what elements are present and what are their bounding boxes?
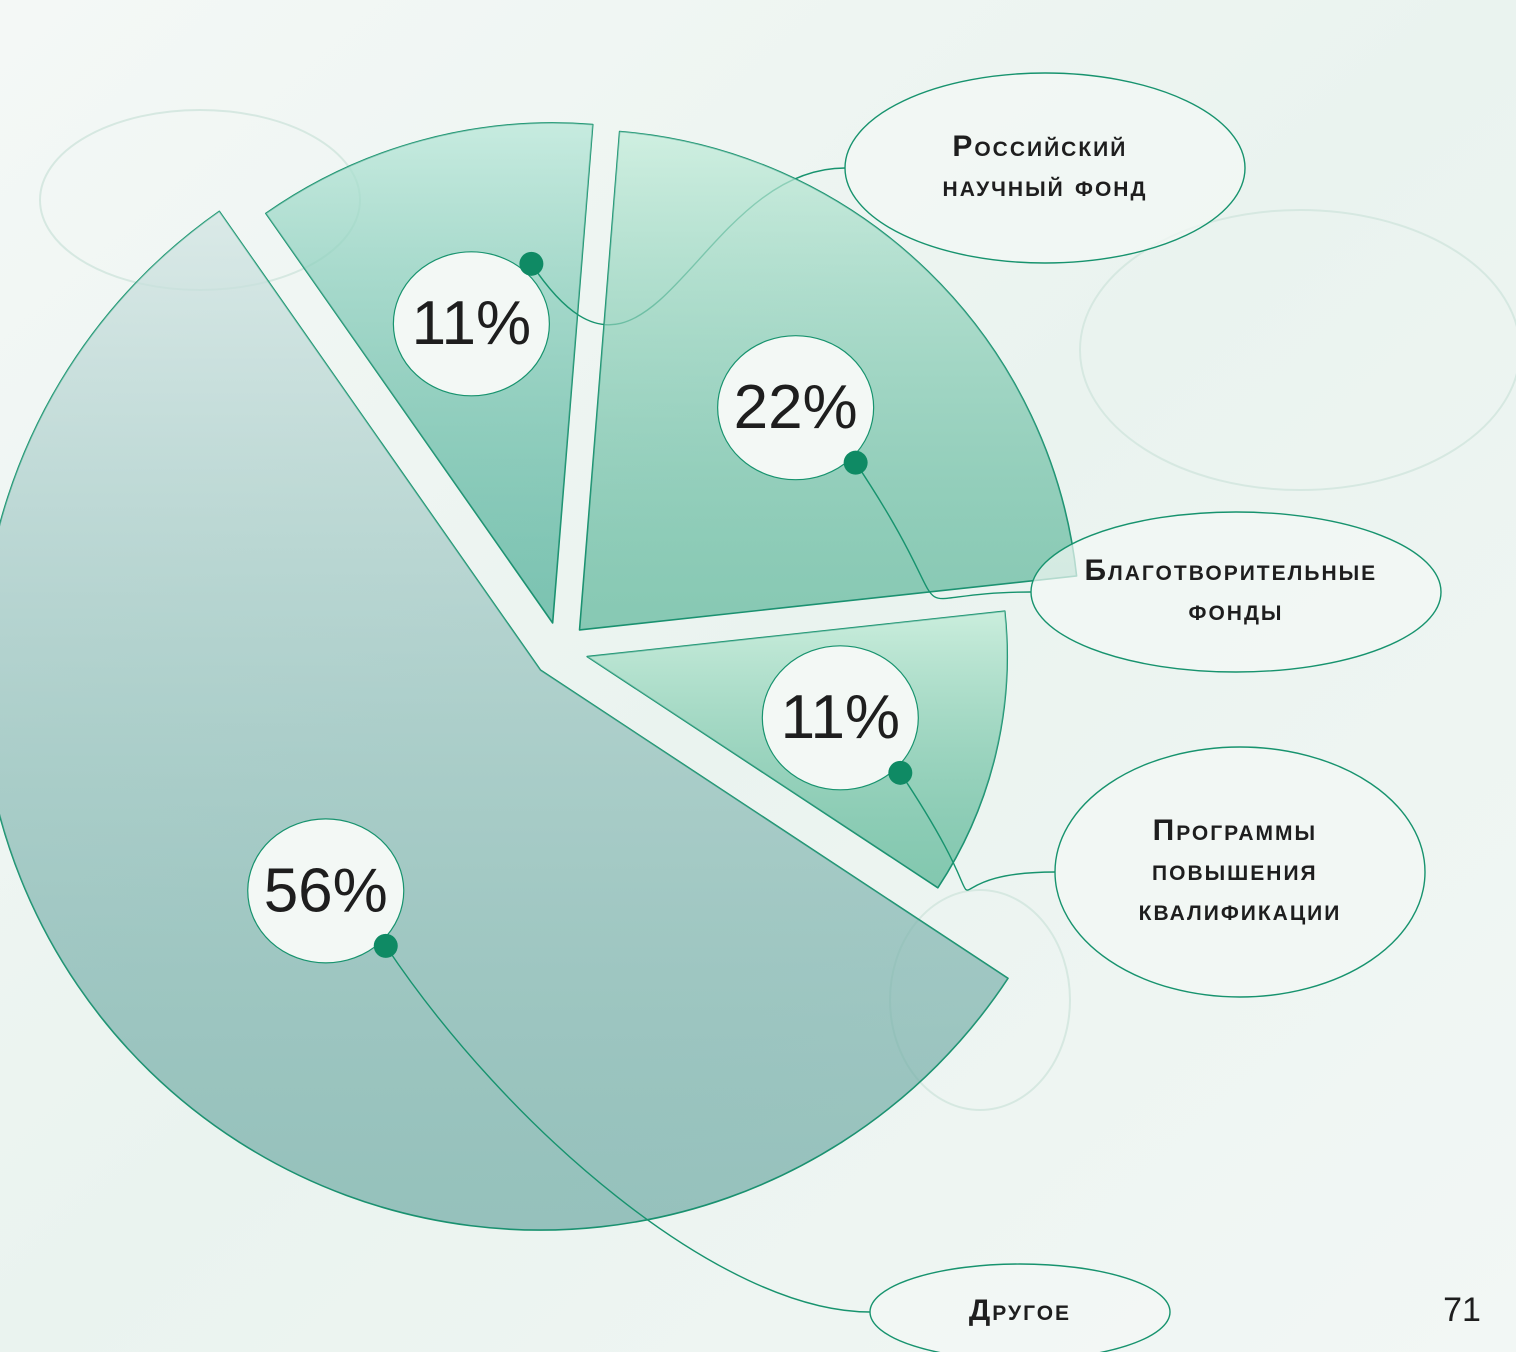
category-bubble <box>869 1263 1171 1352</box>
connector <box>385 945 871 1313</box>
value-bubble <box>717 335 875 481</box>
category-label: Российский научный фонд <box>943 130 1148 203</box>
connector <box>855 462 1032 600</box>
connector-dot <box>519 251 544 276</box>
slice-sheen <box>0 211 1008 1231</box>
value-bubble <box>761 645 919 791</box>
connector-dot <box>888 760 913 785</box>
category-bubble <box>844 72 1246 264</box>
value-label: 56% <box>264 856 388 925</box>
value-label: 22% <box>734 373 858 442</box>
value-label: 11% <box>412 289 532 358</box>
category-bubble <box>1054 746 1426 998</box>
value-label: 11% <box>781 683 901 752</box>
page-number: 71 <box>1443 1291 1481 1329</box>
value-bubble <box>392 251 550 397</box>
category-bubble <box>1030 511 1442 673</box>
connector-dot <box>373 933 398 958</box>
connector <box>899 772 1056 891</box>
category-label: Программы повышения квалификации <box>1139 814 1342 927</box>
category-label: Другое <box>969 1294 1071 1327</box>
connector-dot <box>843 450 868 475</box>
category-label: Благотворительные фонды <box>1084 554 1387 627</box>
value-bubble <box>247 818 405 964</box>
